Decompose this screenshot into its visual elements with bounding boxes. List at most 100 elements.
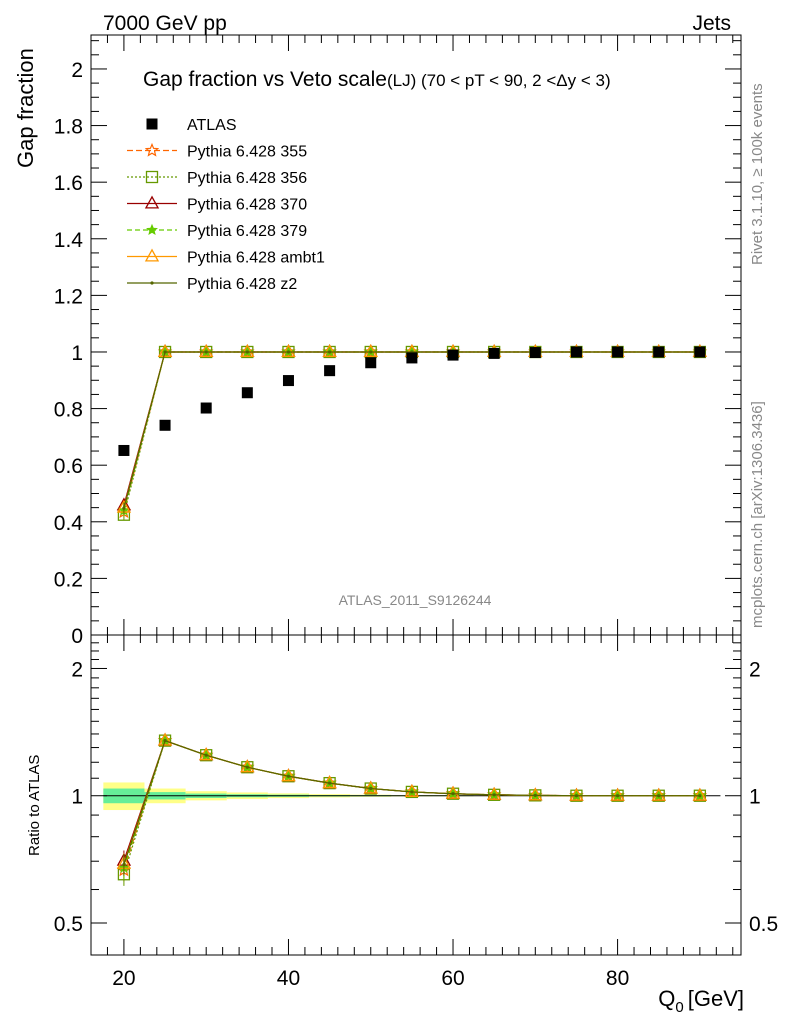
atlas-data-point <box>653 346 665 358</box>
legend: ATLAS Pythia 6.428 355 Pythia 6.428 356 Pyt… <box>127 117 325 293</box>
ratio-series-marker <box>651 787 666 801</box>
main-series-marker <box>157 344 173 358</box>
legend-label: Pythia 6.428 379 <box>187 223 307 240</box>
main-y-tick-label: 1.2 <box>54 285 83 308</box>
main-series-line <box>123 351 700 511</box>
ratio-series-marker <box>569 787 584 801</box>
ratio-series-marker <box>692 787 708 801</box>
main-y-axis-label: Gap fraction <box>13 48 38 168</box>
atlas-data-point <box>324 365 336 377</box>
main-y-axis: 0 0.2 0.4 0.6 0.8 1 1.2 1.4 1.6 1.8 2 <box>54 40 741 648</box>
ratio-series-group <box>116 732 708 886</box>
main-series-line <box>123 351 700 515</box>
analysis-watermark: ATLAS_2011_S9126244 <box>339 592 492 608</box>
atlas-data-point <box>612 346 624 358</box>
x-axis-label-symbol: Q <box>658 986 675 1011</box>
atlas-data-point <box>365 357 377 369</box>
atlas-data-point <box>406 352 418 364</box>
main-series-marker <box>281 344 296 358</box>
ratio-series-marker <box>286 774 291 778</box>
main-y-tick-label: 0 <box>71 625 83 648</box>
chart-title-main: Gap fraction vs Veto scale <box>143 68 387 91</box>
legend-label: Pythia 6.428 ambt1 <box>187 250 325 267</box>
ratio-x-tick-label: 20 <box>112 967 135 990</box>
ratio-y-tick-label-right: 1 <box>749 786 761 809</box>
mcplots-source-label: mcplots.cern.ch [arXiv:1306.3436] <box>749 401 766 628</box>
atlas-data-point <box>282 375 294 387</box>
ratio-series-marker <box>533 793 537 797</box>
ratio-series-marker <box>574 794 579 798</box>
main-y-tick-label: 1.6 <box>54 172 83 195</box>
atlas-data-point <box>447 349 459 361</box>
main-series-line <box>123 351 700 513</box>
legend-atlas-label: ATLAS <box>187 117 237 134</box>
atlas-data-points <box>118 346 706 456</box>
main-panel: 0 0.2 0.4 0.6 0.8 1 1.2 1.4 1.6 1.8 2 Gap fraction… <box>13 34 742 648</box>
main-series-marker <box>363 344 378 358</box>
ratio-series-marker <box>451 792 455 796</box>
ratio-x-tick-label: 60 <box>441 967 464 990</box>
ratio-series-marker <box>328 781 332 785</box>
legend-label: Pythia 6.428 355 <box>187 144 307 161</box>
atlas-data-point <box>694 346 706 358</box>
ratio-series-marker <box>615 794 620 798</box>
atlas-data-point <box>118 444 130 456</box>
ratio-series-marker <box>163 739 167 743</box>
atlas-data-point <box>570 346 582 358</box>
main-y-tick-label: 0.4 <box>54 512 84 535</box>
ratio-series-marker <box>698 794 702 798</box>
atlas-data-point <box>241 387 253 399</box>
legend-atlas-marker <box>146 118 158 130</box>
main-series-marker <box>286 350 291 354</box>
main-y-tick-label: 0.6 <box>54 455 83 478</box>
main-series-marker <box>369 350 373 354</box>
legend-label: Pythia 6.428 370 <box>187 197 307 214</box>
ratio-y-axis-label: Ratio to ATLAS <box>26 755 43 856</box>
chart-subtitle: (LJ) (70 < pT < 90, 2 <Δy < 3) <box>387 71 611 90</box>
ratio-y-tick-label-left: 0.5 <box>54 913 83 936</box>
process-label: Jets <box>692 12 731 35</box>
ratio-series-marker <box>369 786 373 791</box>
energy-label: 7000 GeV pp <box>103 12 227 35</box>
x-axis-label: Q0 [GeV] <box>658 986 744 1016</box>
legend-marker <box>145 170 159 184</box>
ratio-series-marker <box>363 780 378 794</box>
ratio-series-marker <box>445 785 461 799</box>
main-y-tick-label: 0.8 <box>54 399 83 422</box>
legend-label: Pythia 6.428 z2 <box>187 276 297 293</box>
main-x-ticks <box>106 35 734 635</box>
ratio-panel: 0.5 0.5 1 1 2 2 20 40 60 80 Ratio to ATLAS <box>26 634 778 990</box>
ratio-y-tick-label-left: 2 <box>71 658 83 681</box>
legend-marker <box>146 223 158 236</box>
ratio-series-marker <box>487 786 502 800</box>
ratio-x-axis: 20 40 60 80 <box>106 635 734 990</box>
ratio-y-tick-label-left: 1 <box>71 786 83 809</box>
ratio-x-tick-label: 80 <box>606 967 629 990</box>
ratio-y-tick-label-right: 2 <box>749 658 761 681</box>
atlas-data-point <box>200 402 212 414</box>
x-axis-label-unit: [GeV] <box>688 986 744 1011</box>
main-series-line <box>123 351 700 509</box>
atlas-data-point <box>488 347 500 359</box>
main-series-marker <box>240 344 255 358</box>
ratio-series-marker <box>610 787 625 801</box>
atlas-data-point <box>159 419 171 431</box>
main-series-marker <box>204 350 208 354</box>
main-y-tick-label: 1 <box>71 342 83 365</box>
legend-label: Pythia 6.428 356 <box>187 170 307 187</box>
main-series-marker <box>245 350 249 354</box>
main-series-marker <box>322 344 337 358</box>
ratio-series-marker <box>122 863 126 867</box>
chart-title: Gap fraction vs Veto scale(LJ) (70 < pT … <box>143 68 611 91</box>
main-series-group <box>116 344 708 521</box>
atlas-data-point <box>529 347 541 359</box>
ratio-y-axis: 0.5 0.5 1 1 2 2 <box>54 642 778 936</box>
legend-marker <box>144 195 160 209</box>
ratio-series-marker <box>657 794 661 798</box>
ratio-y-tick-label-right: 0.5 <box>749 913 778 936</box>
legend-marker <box>144 248 160 262</box>
main-y-tick-label: 1.4 <box>54 229 84 252</box>
legend-marker <box>144 142 160 157</box>
rivet-version-label: Rivet 3.1.10, ≥ 100k events <box>749 83 766 265</box>
